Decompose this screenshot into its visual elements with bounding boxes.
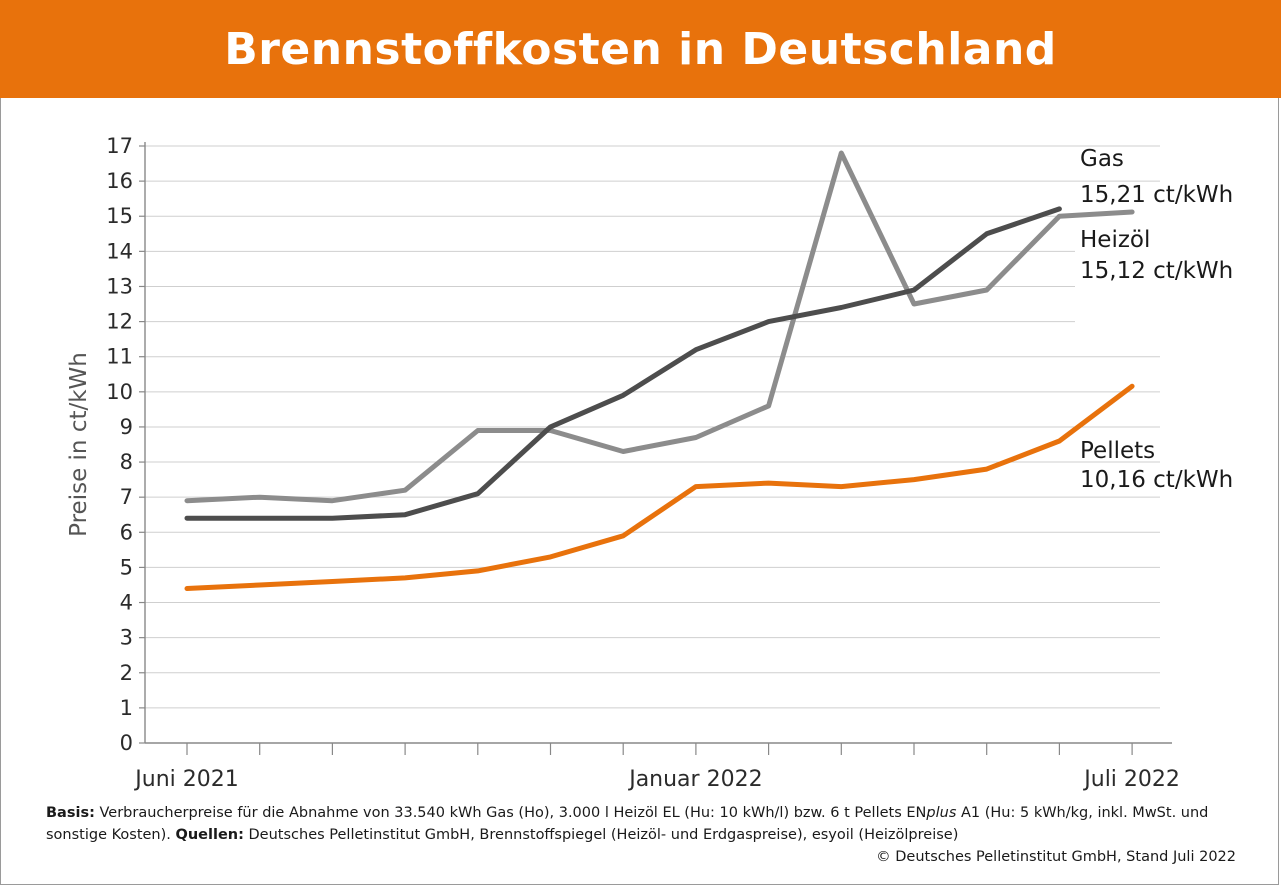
y-tick-label: 2 xyxy=(120,661,133,685)
quellen-text: Deutsches Pelletinstitut GmbH, Brennstof… xyxy=(243,827,959,843)
y-tick-label: 5 xyxy=(120,555,133,579)
title-bar: Brennstoffkosten in Deutschland xyxy=(0,0,1281,98)
y-tick-label: 11 xyxy=(106,345,133,369)
y-tick-label: 6 xyxy=(120,520,133,544)
copyright: © Deutsches Pelletinstitut GmbH, Stand J… xyxy=(876,849,1236,865)
x-tick-label: Juni 2021 xyxy=(133,767,238,792)
x-tick-label: Juli 2022 xyxy=(1082,767,1180,792)
series-value-gas: 15,21 ct/kWh xyxy=(1080,182,1233,208)
y-tick-label: 8 xyxy=(120,450,133,474)
y-tick-label: 14 xyxy=(106,239,133,263)
basis-text2: A1 (Hu: 5 kWh/kg, inkl. MwSt. und sonsti… xyxy=(46,805,1209,843)
y-tick-label: 13 xyxy=(106,274,133,298)
series-line-gas xyxy=(184,206,1062,521)
basis-label: Basis: xyxy=(46,805,95,821)
series-label-gas: Gas xyxy=(1080,146,1124,172)
basis-text: Verbraucherpreise für die Abnahme von 33… xyxy=(94,805,927,821)
series-line-heizoel xyxy=(184,150,1135,504)
x-tick-label: Januar 2022 xyxy=(627,767,762,792)
basis-italic: plus xyxy=(926,805,957,821)
y-tick-label: 3 xyxy=(120,626,133,650)
series-label-heizoel: Heizöl xyxy=(1080,227,1150,253)
y-tick-label: 4 xyxy=(120,591,133,615)
series-value-heizoel: 15,12 ct/kWh xyxy=(1080,258,1233,284)
quellen-label: Quellen: xyxy=(175,827,244,843)
y-tick-label: 7 xyxy=(120,485,133,509)
footer-basis: Basis: Verbraucherpreise für die Abnahme… xyxy=(46,802,1236,846)
y-tick-label: 12 xyxy=(106,310,133,334)
y-axis-label: Preise in ct/kWh xyxy=(66,352,92,537)
y-tick-label: 10 xyxy=(106,380,133,404)
y-tick-label: 17 xyxy=(106,134,133,158)
series-line-pellets xyxy=(184,383,1135,591)
y-tick-label: 1 xyxy=(120,696,133,720)
footer-note: Basis: Verbraucherpreise für die Abnahme… xyxy=(46,802,1236,868)
y-tick-label: 9 xyxy=(120,415,133,439)
y-tick-label: 16 xyxy=(106,169,133,193)
series-value-pellets: 10,16 ct/kWh xyxy=(1080,467,1233,493)
chart-title: Brennstoffkosten in Deutschland xyxy=(224,23,1057,75)
y-tick-label: 0 xyxy=(120,731,133,755)
series-label-pellets: Pellets xyxy=(1080,438,1155,464)
y-tick-label: 15 xyxy=(106,204,133,228)
